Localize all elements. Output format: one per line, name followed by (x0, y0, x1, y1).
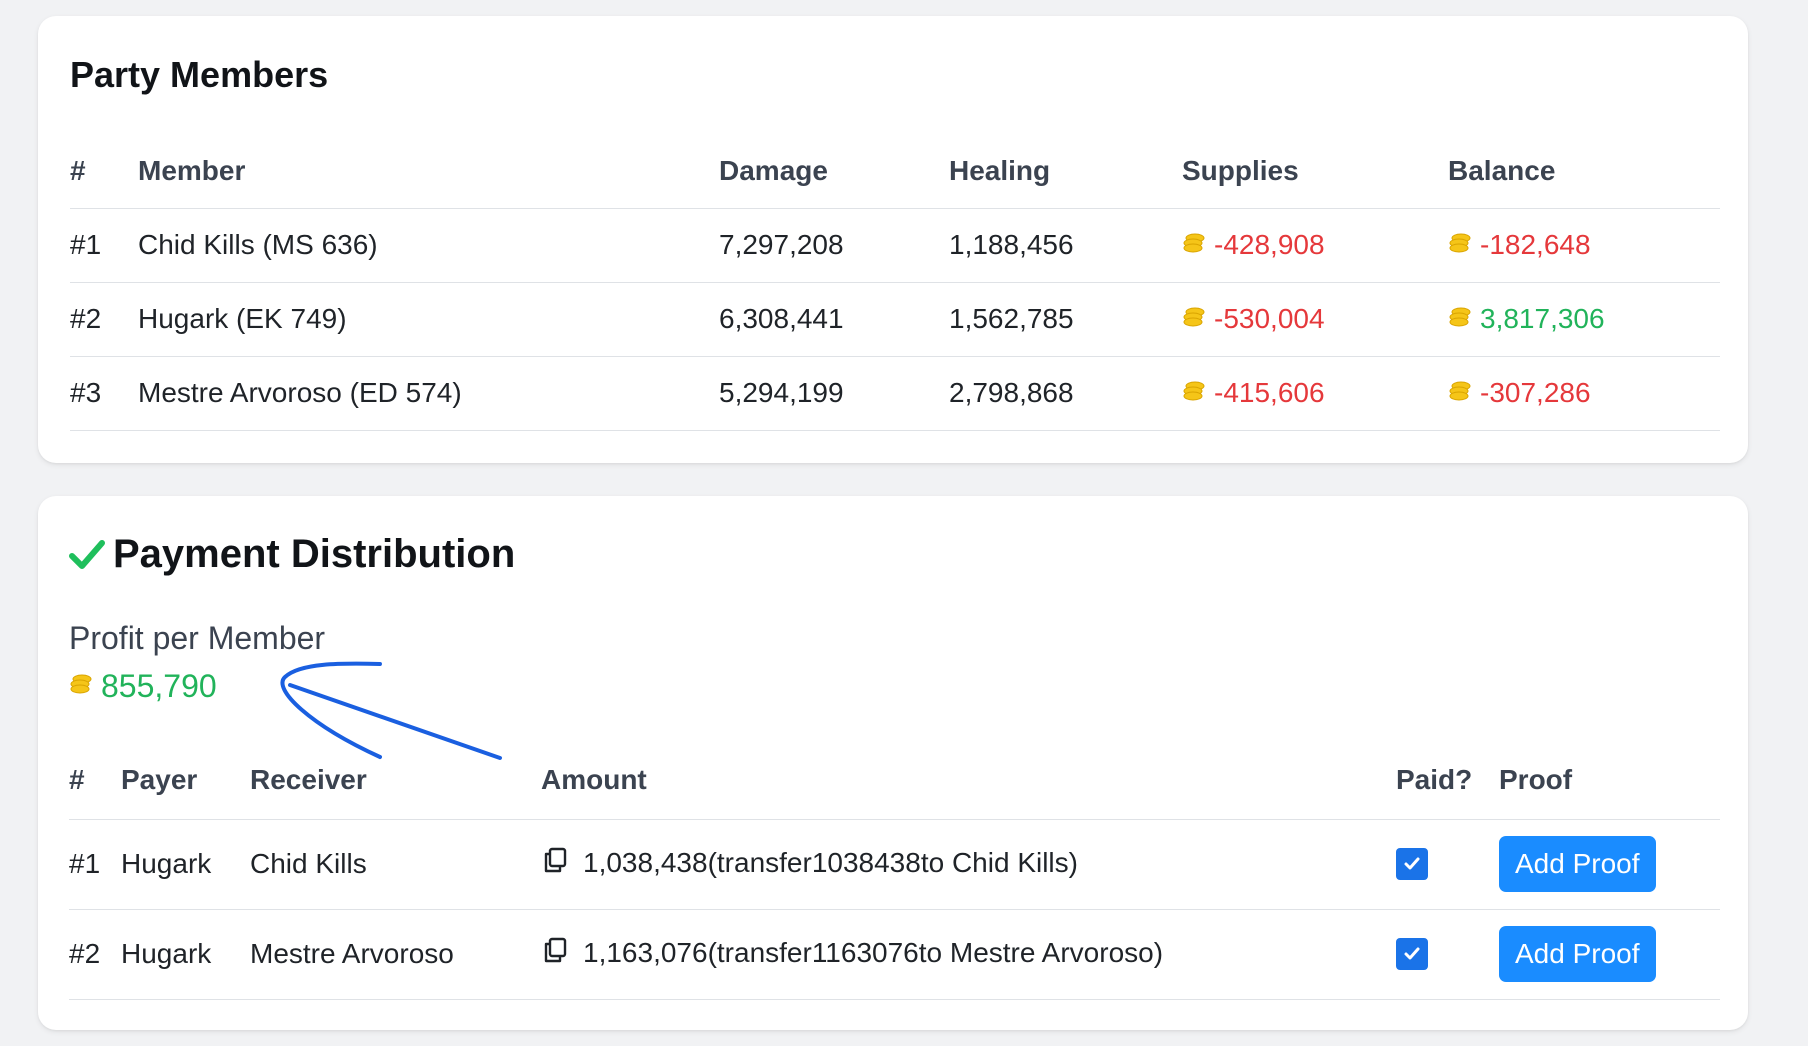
cell-paid (1396, 819, 1499, 910)
amount-text: 1,163,076(transfer1163076to Mestre Arvor… (583, 937, 1164, 969)
cell-num: #2 (70, 282, 138, 357)
col-header-damage: Damage (719, 134, 949, 209)
cell-balance: -182,648 (1448, 208, 1720, 283)
cell-damage: 6,308,441 (719, 282, 949, 357)
col-header-num: # (69, 741, 121, 820)
gold-coin-icon (1182, 229, 1206, 261)
supplies-value: -428,908 (1214, 229, 1325, 260)
cell-payer: Hugark (121, 819, 250, 910)
col-header-member: Member (138, 134, 719, 209)
gold-coin-icon (1182, 377, 1206, 409)
col-header-receiver: Receiver (250, 741, 541, 820)
gold-coin-icon (1182, 303, 1206, 335)
cell-proof: Add Proof (1499, 909, 1720, 1000)
table-row: #3 Mestre Arvoroso (ED 574) 5,294,199 2,798… (70, 356, 1720, 431)
check-icon (68, 536, 106, 579)
cell-balance: -307,286 (1448, 356, 1720, 431)
gold-coin-icon (1448, 229, 1472, 261)
col-header-payer: Payer (121, 741, 250, 820)
col-header-proof: Proof (1499, 741, 1720, 820)
cell-healing: 1,188,456 (949, 208, 1182, 283)
cell-healing: 2,798,868 (949, 356, 1182, 431)
cell-num: #1 (70, 208, 138, 283)
table-row: #2 Hugark Mestre Arvoroso 1,163,076(transfe… (69, 909, 1720, 1000)
profit-per-member-label: Profit per Member (69, 620, 326, 656)
cell-supplies: -415,606 (1182, 356, 1448, 431)
table-header-row: # Member Damage Healing Supplies Balance (70, 134, 1720, 209)
col-header-num: # (70, 134, 138, 209)
gold-coin-icon (69, 666, 93, 703)
cell-amount: 1,038,438(transfer1038438to Chid Kills) (541, 819, 1396, 910)
cell-receiver: Chid Kills (250, 819, 541, 910)
cell-damage: 5,294,199 (719, 356, 949, 431)
cell-supplies: -530,004 (1182, 282, 1448, 357)
cell-paid (1396, 909, 1499, 1000)
party-members-table: # Member Damage Healing Supplies Balance… (70, 134, 1720, 431)
supplies-value: -530,004 (1214, 303, 1325, 334)
gold-coin-icon (1448, 377, 1472, 409)
col-header-balance: Balance (1448, 134, 1720, 209)
table-row: #2 Hugark (EK 749) 6,308,441 1,562,785 -530,… (70, 282, 1720, 357)
profit-amount: 855,790 (101, 668, 217, 704)
profit-per-member-value: 855,790 (69, 668, 217, 705)
col-header-supplies: Supplies (1182, 134, 1448, 209)
copy-icon[interactable] (541, 846, 569, 881)
paid-checkbox[interactable] (1396, 937, 1428, 970)
cell-healing: 1,562,785 (949, 282, 1182, 357)
balance-value: -307,286 (1480, 377, 1591, 408)
cell-member: Mestre Arvoroso (ED 574) (138, 356, 719, 431)
cell-member: Chid Kills (MS 636) (138, 208, 719, 283)
table-row: #1 Chid Kills (MS 636) 7,297,208 1,188,456 -… (70, 208, 1720, 283)
cell-proof: Add Proof (1499, 819, 1720, 910)
cell-receiver: Mestre Arvoroso (250, 909, 541, 1000)
cell-balance: 3,817,306 (1448, 282, 1720, 357)
col-header-healing: Healing (949, 134, 1182, 209)
col-header-paid: Paid? (1396, 741, 1499, 820)
cell-amount: 1,163,076(transfer1163076to Mestre Arvor… (541, 909, 1396, 1000)
party-members-title: Party Members (70, 54, 329, 95)
cell-payer: Hugark (121, 909, 250, 1000)
supplies-value: -415,606 (1214, 377, 1325, 408)
cell-damage: 7,297,208 (719, 208, 949, 283)
cell-num: #2 (69, 909, 121, 1000)
balance-value: 3,817,306 (1480, 303, 1605, 334)
add-proof-button[interactable]: Add Proof (1499, 836, 1656, 892)
add-proof-button[interactable]: Add Proof (1499, 926, 1656, 982)
col-header-amount: Amount (541, 741, 1396, 820)
balance-value: -182,648 (1480, 229, 1591, 260)
payments-table: # Payer Receiver Amount Paid? Proof #1 Hu… (69, 741, 1720, 1000)
table-row: #1 Hugark Chid Kills 1,038,438(transfer1038… (69, 819, 1720, 910)
copy-icon[interactable] (541, 936, 569, 971)
paid-checkbox[interactable] (1396, 847, 1428, 880)
cell-num: #3 (70, 356, 138, 431)
gold-coin-icon (1448, 303, 1472, 335)
payment-distribution-title: Payment Distribution (113, 532, 516, 576)
cell-member: Hugark (EK 749) (138, 282, 719, 357)
amount-text: 1,038,438(transfer1038438to Chid Kills) (583, 847, 1078, 879)
cell-supplies: -428,908 (1182, 208, 1448, 283)
table-header-row: # Payer Receiver Amount Paid? Proof (69, 741, 1720, 820)
cell-num: #1 (69, 819, 121, 910)
